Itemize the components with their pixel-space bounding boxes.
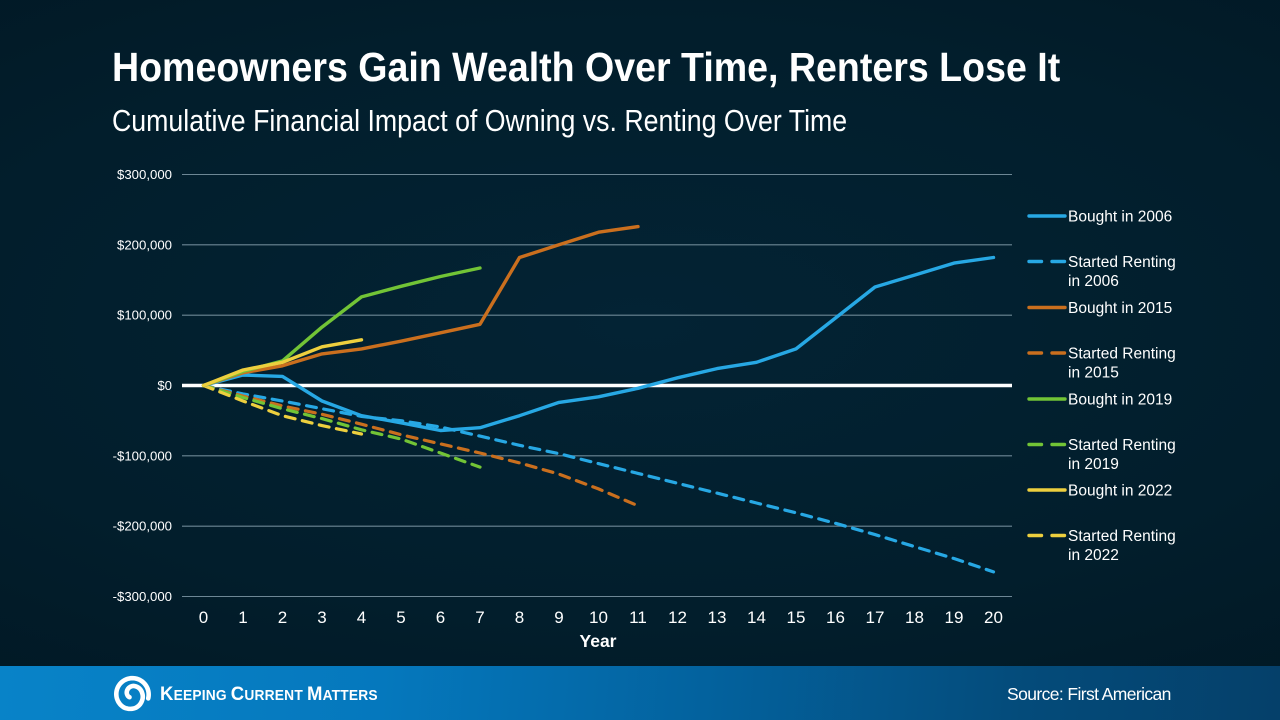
svg-text:-$300,000: -$300,000 bbox=[113, 589, 172, 604]
svg-text:0: 0 bbox=[199, 608, 208, 627]
svg-text:Bought in 2006: Bought in 2006 bbox=[1068, 209, 1172, 226]
svg-text:16: 16 bbox=[826, 608, 845, 627]
svg-text:Started Renting: Started Renting bbox=[1068, 437, 1176, 454]
svg-text:$100,000: $100,000 bbox=[117, 308, 172, 323]
svg-text:1: 1 bbox=[238, 608, 247, 627]
svg-text:9: 9 bbox=[554, 608, 563, 627]
svg-text:19: 19 bbox=[945, 608, 964, 627]
svg-text:2: 2 bbox=[278, 608, 287, 627]
svg-text:14: 14 bbox=[747, 608, 766, 627]
svg-text:Bought in 2015: Bought in 2015 bbox=[1068, 300, 1172, 317]
svg-text:$0: $0 bbox=[157, 378, 172, 393]
svg-text:6: 6 bbox=[436, 608, 445, 627]
svg-text:Started Renting: Started Renting bbox=[1068, 346, 1176, 363]
svg-text:7: 7 bbox=[475, 608, 484, 627]
svg-text:15: 15 bbox=[787, 608, 806, 627]
svg-text:$300,000: $300,000 bbox=[117, 167, 172, 182]
svg-text:-$100,000: -$100,000 bbox=[113, 448, 172, 463]
svg-text:in 2006: in 2006 bbox=[1068, 273, 1119, 290]
svg-text:-$200,000: -$200,000 bbox=[113, 519, 172, 534]
svg-text:in 2022: in 2022 bbox=[1068, 547, 1119, 564]
svg-text:$200,000: $200,000 bbox=[117, 237, 172, 252]
svg-text:13: 13 bbox=[708, 608, 727, 627]
svg-text:12: 12 bbox=[668, 608, 687, 627]
svg-text:20: 20 bbox=[984, 608, 1003, 627]
svg-text:4: 4 bbox=[357, 608, 366, 627]
svg-text:Started Renting: Started Renting bbox=[1068, 254, 1176, 271]
svg-text:in 2019: in 2019 bbox=[1068, 456, 1119, 473]
svg-text:18: 18 bbox=[905, 608, 924, 627]
svg-text:17: 17 bbox=[866, 608, 885, 627]
svg-text:Started Renting: Started Renting bbox=[1068, 528, 1176, 545]
svg-text:3: 3 bbox=[317, 608, 326, 627]
svg-text:11: 11 bbox=[629, 608, 647, 627]
svg-text:Bought in 2019: Bought in 2019 bbox=[1068, 392, 1172, 409]
svg-text:in 2015: in 2015 bbox=[1068, 365, 1119, 382]
svg-text:5: 5 bbox=[396, 608, 405, 627]
svg-text:Year: Year bbox=[580, 631, 617, 651]
svg-text:Bought in 2022: Bought in 2022 bbox=[1068, 483, 1172, 500]
svg-text:8: 8 bbox=[515, 608, 524, 627]
svg-text:10: 10 bbox=[589, 608, 608, 627]
